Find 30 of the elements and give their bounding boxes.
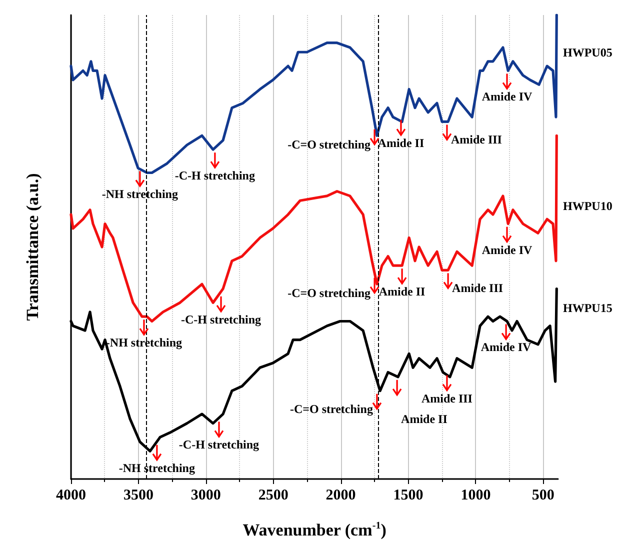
y-axis-title: Transmittance (a.u.) [23,173,42,321]
annotation: Amide III [421,391,473,406]
series-label: HWPU10 [563,198,612,213]
annotation: -NH stretching [118,460,195,475]
annotation: -C-H stretching [174,168,255,183]
x-tick-label: 2000 [326,488,356,504]
annotation: Amide II [401,412,448,426]
series-label: HWPU05 [563,46,612,60]
annotation: -C-H stretching [178,438,260,452]
annotation: Amide IV [482,242,532,257]
annotation: -C=O stretching [290,402,373,416]
series-label: HWPU15 [563,300,612,315]
annotation: -NH stretching [106,336,182,350]
x-tick-label: 3500 [123,488,154,504]
x-tick-label: 1500 [393,488,424,504]
annotation: Amide IV [480,340,532,354]
annotation: -C=O stretching [288,137,371,152]
x-tick-label: 500 [532,488,554,504]
annotation: -NH stretching [102,187,178,202]
x-tick-label: 1000 [460,488,491,504]
annotation: Amide III [450,132,502,147]
annotation: -C=O stretching [288,286,371,300]
x-tick-label: 4000 [56,488,86,504]
annotation: Amide III [452,281,504,296]
annotation: Amide II [378,284,426,299]
annotation: Amide II [378,136,424,150]
x-tick-label: 2500 [258,488,288,504]
annotation: -C-H stretching [180,312,262,326]
x-tick-label: 3000 [190,488,221,504]
annotation: Amide IV [482,90,532,104]
